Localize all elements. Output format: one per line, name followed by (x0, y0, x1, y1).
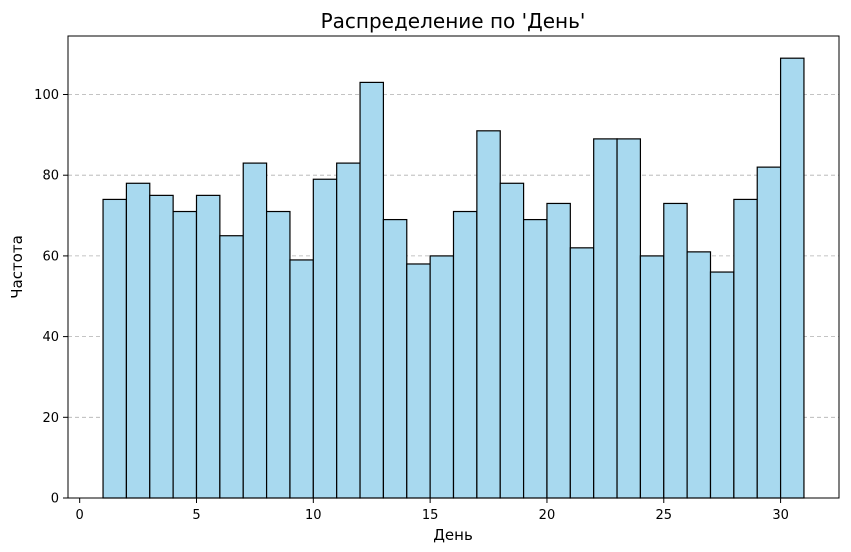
histogram-bars (102, 57, 805, 499)
histogram-bar-20 (546, 202, 571, 499)
histogram-bar-16 (452, 210, 478, 499)
histogram-bar-21 (569, 247, 595, 499)
histogram-bar-18 (499, 182, 525, 499)
chart-title: Распределение по 'День' (321, 9, 586, 33)
y-tick-label: 80 (42, 169, 59, 184)
y-tick-label: 40 (42, 330, 59, 345)
histogram-bar-2 (125, 182, 151, 499)
y-tick-label: 20 (42, 411, 59, 426)
histogram-bar-22 (593, 138, 618, 499)
histogram-bar-1 (102, 198, 128, 499)
x-tick-label: 10 (305, 508, 322, 523)
histogram-bar-8 (265, 210, 291, 499)
histogram-bar-26 (686, 251, 712, 499)
histogram-bar-30 (779, 57, 805, 499)
x-tick-label: 25 (655, 508, 672, 523)
histogram-bar-19 (522, 218, 548, 499)
x-axis-ticks: 0 5 10 15 20 25 30 (76, 498, 789, 523)
histogram-bar-10 (312, 178, 338, 499)
histogram-bar-17 (476, 130, 501, 499)
x-tick-label: 5 (192, 508, 200, 523)
histogram-bar-15 (429, 255, 455, 499)
histogram-bar-14 (406, 263, 431, 499)
x-tick-label: 0 (76, 508, 84, 523)
y-axis-ticks: 0 20 40 60 80 100 (34, 88, 68, 507)
histogram-bar-13 (382, 218, 408, 499)
y-axis-label: Частота (8, 235, 26, 299)
x-tick-label: 15 (422, 508, 439, 523)
y-tick-label: 100 (34, 88, 59, 103)
histogram-bar-5 (195, 194, 221, 499)
histogram-bar-4 (172, 210, 198, 499)
histogram-bar-27 (709, 271, 735, 499)
histogram-bar-9 (289, 259, 314, 499)
histogram-bar-23 (616, 138, 642, 499)
histogram-bar-11 (336, 162, 361, 499)
histogram-bar-25 (663, 202, 688, 499)
y-tick-label: 0 (51, 492, 59, 507)
histogram-bar-28 (733, 198, 758, 499)
x-tick-label: 20 (539, 508, 556, 523)
histogram-bar-7 (242, 162, 268, 499)
y-tick-label: 60 (42, 249, 59, 264)
histogram-bar-6 (219, 235, 244, 499)
histogram-bar-24 (639, 255, 665, 499)
x-axis-label: День (433, 526, 473, 544)
histogram-bar-3 (149, 194, 174, 499)
histogram-bar-29 (756, 166, 782, 499)
x-tick-label: 30 (772, 508, 789, 523)
histogram-bar-12 (359, 81, 385, 499)
plot-frame (67, 35, 840, 499)
